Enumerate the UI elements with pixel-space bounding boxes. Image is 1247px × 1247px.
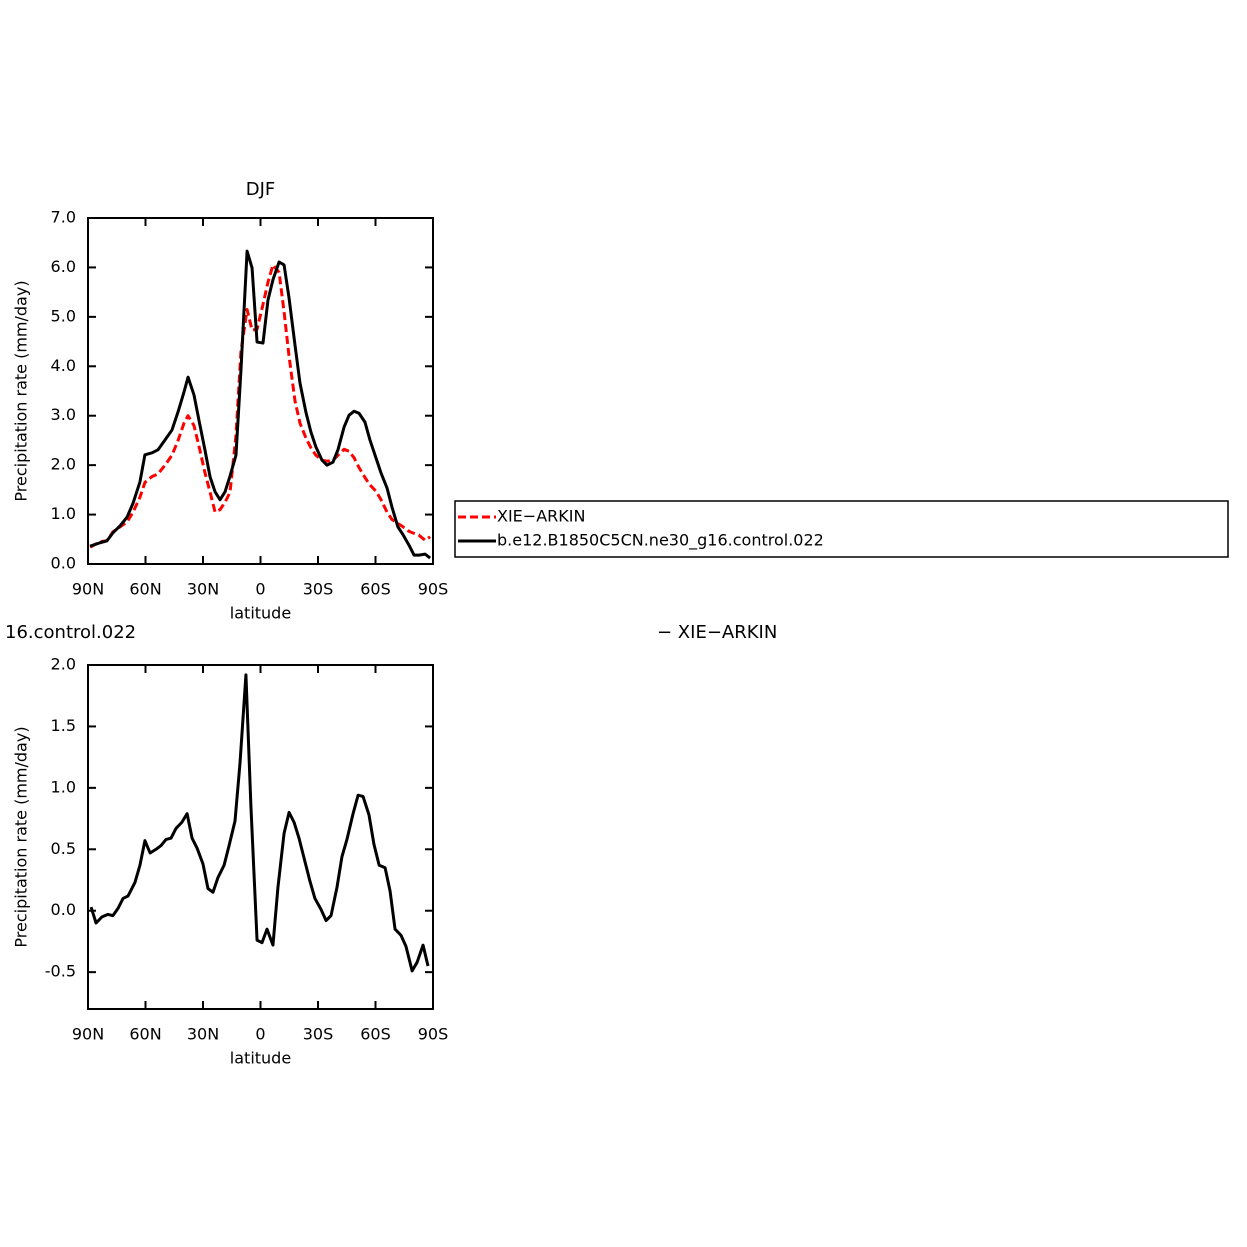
x-tick-label: 30N: [187, 1025, 219, 1044]
y-tick-label: 4.0: [51, 356, 76, 375]
x-tick-label: 90N: [72, 1025, 104, 1044]
right-title: − XIE−ARKIN: [657, 622, 777, 643]
y-tick-label: -0.5: [45, 962, 76, 981]
x-tick-label: 30S: [303, 1025, 334, 1044]
y-tick-label: 1.0: [51, 504, 76, 523]
y-tick-label: 7.0: [51, 208, 76, 227]
legend-label: b.e12.B1850C5CN.ne30_g16.control.022: [497, 531, 824, 551]
y-axis-label: Precipitation rate (mm/day): [12, 280, 31, 501]
left-title: 16.control.022: [5, 622, 136, 643]
y-tick-label: 5.0: [51, 306, 76, 325]
x-tick-label: 60S: [360, 1025, 391, 1044]
y-tick-label: 2.0: [51, 655, 76, 674]
y-tick-label: 1.0: [51, 777, 76, 796]
x-tick-label: 30S: [303, 580, 334, 599]
legend-label: XIE−ARKIN: [497, 507, 585, 526]
x-tick-label: 30N: [187, 580, 219, 599]
data-line: [89, 249, 432, 560]
y-tick-label: 3.0: [51, 405, 76, 424]
data-line: [89, 263, 431, 549]
y-tick-label: 6.0: [51, 257, 76, 276]
y-tick-label: 2.0: [51, 455, 76, 474]
data-line: [89, 673, 430, 973]
chart-title: DJF: [246, 179, 276, 200]
x-axis-label: latitude: [230, 1049, 291, 1068]
y-tick-label: 1.5: [51, 716, 76, 735]
x-tick-label: 60N: [129, 1025, 161, 1044]
plot-frame: [87, 664, 434, 1010]
y-axis-label: Precipitation rate (mm/day): [12, 726, 31, 947]
x-tick-label: 0: [255, 580, 265, 599]
y-tick-label: 0.0: [51, 900, 76, 919]
x-tick-label: 60N: [129, 580, 161, 599]
x-tick-label: 60S: [360, 580, 391, 599]
x-tick-label: 90N: [72, 580, 104, 599]
y-tick-label: 0.0: [51, 554, 76, 573]
x-tick-label: 0: [255, 1025, 265, 1044]
x-tick-label: 90S: [418, 1025, 449, 1044]
x-tick-label: 90S: [418, 580, 449, 599]
x-axis-label: latitude: [230, 604, 291, 623]
legend-box: [454, 500, 1229, 558]
plot-frame: [87, 217, 434, 565]
y-tick-label: 0.5: [51, 839, 76, 858]
